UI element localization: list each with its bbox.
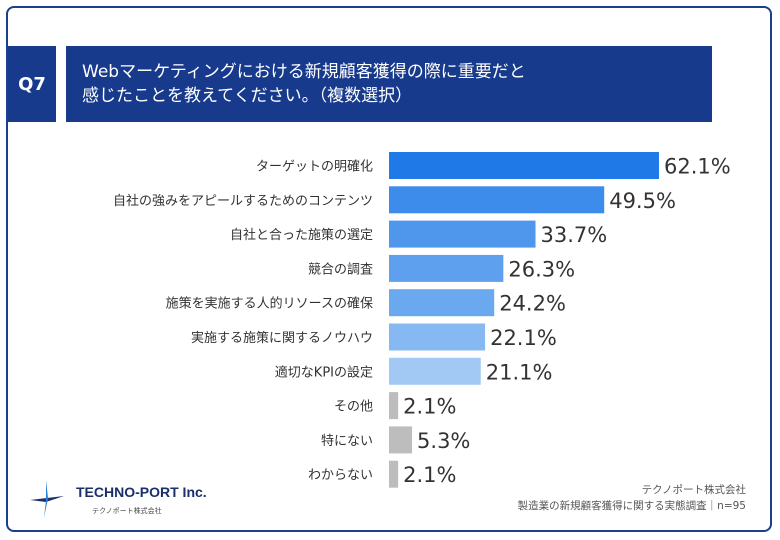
bar (389, 152, 659, 179)
question-title-line1: Webマーケティングにおける新規顧客獲得の際に重要だと (82, 62, 526, 82)
bar (389, 289, 495, 317)
category-label: 自社の強みをアピールするためのコンテンツ (113, 193, 373, 209)
bar (389, 323, 486, 351)
category-label: 施策を実施する人的リソースの確保 (166, 296, 373, 312)
category-label: ターゲットの明確化 (256, 159, 373, 175)
value-label: 33.7% (541, 223, 608, 247)
chart-frame (6, 6, 772, 532)
source-company: テクノポート株式会社 (641, 484, 746, 496)
category-label: 適切なKPIの設定 (275, 364, 373, 380)
bar (389, 186, 605, 214)
category-label: わからない (308, 468, 373, 483)
bar (389, 254, 504, 282)
bar (389, 392, 399, 420)
category-label: 競合の調査 (308, 262, 373, 277)
value-label: 5.3% (417, 429, 470, 453)
question-title-line2: 感じたことを教えてください。（複数選択） (82, 86, 413, 106)
bar (389, 220, 536, 248)
value-label: 2.1% (403, 395, 456, 419)
logo-mark-icon (30, 480, 64, 518)
question-title: Webマーケティングにおける新規顧客獲得の際に重要だと 感じたことを教えてくださ… (66, 46, 712, 122)
logo-name: TECHNO-PORT Inc. (76, 484, 207, 500)
category-label: 実施する施策に関するノウハウ (191, 330, 373, 346)
source-note: テクノポート株式会社 製造業の新規顧客獲得に関する実態調査｜n=95 (518, 482, 746, 514)
category-label: その他 (334, 400, 373, 415)
value-label: 21.1% (486, 360, 553, 384)
category-label: 特にない (321, 434, 373, 449)
question-label: Q7 (8, 46, 56, 122)
value-label: 26.3% (508, 257, 575, 281)
value-label: 22.1% (490, 326, 557, 350)
bar (389, 357, 481, 385)
category-label: 自社と合った施策の選定 (230, 227, 373, 243)
source-survey: 製造業の新規顧客獲得に関する実態調査｜n=95 (517, 500, 746, 512)
value-label: 49.5% (609, 189, 676, 213)
bar (389, 426, 413, 454)
logo-subtitle: テクノポート株式会社 (92, 507, 162, 515)
value-label: 2.1% (403, 463, 456, 487)
company-logo: TECHNO-PORT Inc. テクノポート株式会社 (24, 476, 224, 524)
value-label: 24.2% (499, 292, 566, 316)
bar (389, 460, 399, 488)
value-label: 62.1% (664, 155, 731, 179)
